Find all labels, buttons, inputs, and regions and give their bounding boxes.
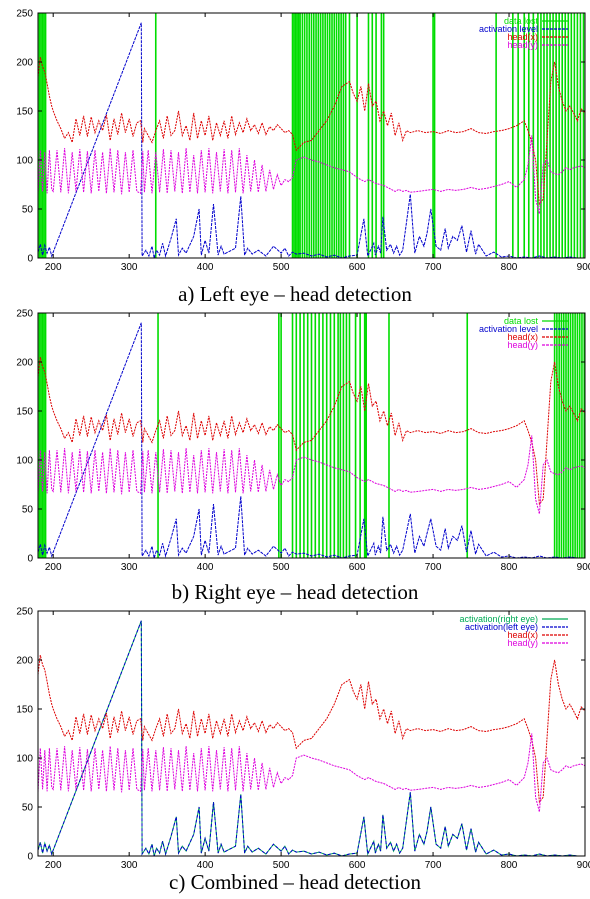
x-tick-label: 900	[577, 262, 590, 273]
y-tick-label: 250	[16, 309, 33, 320]
legend-label-head-x: head(x)	[507, 32, 538, 42]
series-head-y	[38, 135, 585, 215]
plot-frame	[37, 610, 586, 857]
y-tick-label: 100	[16, 156, 33, 167]
y-tick-label: 150	[16, 407, 33, 418]
x-tick-label: 800	[501, 562, 518, 573]
legend-label-activation-level: activation level	[479, 324, 538, 334]
y-tick-label: 250	[16, 607, 33, 618]
series-line-head-x	[38, 56, 585, 206]
x-tick-label: 500	[273, 262, 290, 273]
x-tick-label: 900	[577, 562, 590, 573]
plot-area	[38, 620, 585, 856]
series-head-x	[38, 356, 585, 506]
y-tick-label: 100	[16, 754, 33, 765]
legend-label-activation-right-eye: activation(right eye)	[459, 614, 538, 624]
x-tick-label: 500	[273, 562, 290, 573]
x-tick-label: 600	[349, 860, 366, 871]
x-tick-label: 300	[121, 860, 138, 871]
y-tick-label: 100	[16, 456, 33, 467]
x-tick-label: 900	[577, 860, 590, 871]
legend-label-activation-left-eye: activation(left eye)	[465, 622, 538, 632]
caption-left-eye: a) Left eye – head detection	[178, 282, 412, 306]
y-tick-label: 0	[27, 554, 33, 565]
y-tick-label: 200	[16, 656, 33, 667]
series-activation-left-eye	[38, 620, 585, 856]
series-line-head-y	[38, 135, 585, 215]
x-tick-label: 200	[45, 562, 62, 573]
y-tick-label: 200	[16, 58, 33, 69]
y-tick-label: 150	[16, 107, 33, 118]
series-head-y	[38, 733, 585, 813]
series-line-head-y	[38, 435, 585, 515]
series-line-activation-left-eye	[38, 620, 585, 856]
y-tick-label: 0	[27, 254, 33, 265]
x-tick-label: 600	[349, 262, 366, 273]
y-tick-label: 50	[22, 205, 34, 216]
chart-right-eye: 200 300 400 500 600 700 800 900 0 50 100 150 200 250 d…	[16, 309, 590, 574]
legend-label-activation-level: activation level	[479, 24, 538, 34]
series-head-x	[38, 56, 585, 206]
series-data-lost	[38, 313, 585, 558]
series-line-activation-level	[38, 322, 585, 558]
legend-label-data-lost: data lost	[504, 316, 539, 326]
x-tick-label: 700	[425, 860, 442, 871]
x-tick-label: 400	[197, 262, 214, 273]
series-line-head-y	[38, 733, 585, 813]
x-tick-label: 300	[121, 562, 138, 573]
x-tick-label: 300	[121, 262, 138, 273]
plot-frame	[37, 312, 586, 559]
series-data-lost	[38, 13, 585, 258]
series-head-x	[38, 654, 585, 804]
y-tick-label: 50	[22, 803, 34, 814]
x-tick-label: 800	[501, 860, 518, 871]
series-activation-level	[38, 322, 585, 558]
chart-combined: 200 300 400 500 600 700 800 900 0 50 100 150 200 250 a…	[16, 607, 590, 872]
legend-label-head-y: head(y)	[507, 40, 538, 50]
legend-label-head-x: head(x)	[507, 332, 538, 342]
caption-combined: c) Combined – head detection	[169, 870, 421, 894]
x-tick-label: 800	[501, 262, 518, 273]
y-tick-label: 250	[16, 9, 33, 20]
series-activation-level	[38, 22, 585, 258]
y-tick-label: 200	[16, 358, 33, 369]
x-tick-label: 400	[197, 562, 214, 573]
x-tick-label: 500	[273, 860, 290, 871]
series-line-activation-level	[38, 22, 585, 258]
caption-right-eye: b) Right eye – head detection	[171, 580, 419, 604]
x-tick-label: 600	[349, 562, 366, 573]
legend-label-data-lost: data lost	[504, 16, 539, 26]
plot-area	[38, 13, 585, 258]
legend: activation(right eye)activation(left eye…	[459, 614, 568, 648]
y-tick-label: 150	[16, 705, 33, 716]
series-head-y	[38, 435, 585, 515]
plot-frame	[37, 12, 586, 259]
x-tick-label: 200	[45, 860, 62, 871]
legend-label-head-y: head(y)	[507, 340, 538, 350]
plot-area	[38, 313, 585, 558]
x-tick-label: 700	[425, 562, 442, 573]
y-tick-label: 0	[27, 852, 33, 863]
legend-label-head-x: head(x)	[507, 630, 538, 640]
legend-label-head-y: head(y)	[507, 638, 538, 648]
y-tick-label: 50	[22, 505, 34, 516]
x-tick-label: 700	[425, 262, 442, 273]
series-line-head-x	[38, 654, 585, 804]
x-tick-label: 200	[45, 262, 62, 273]
x-tick-label: 400	[197, 860, 214, 871]
series-line-head-x	[38, 356, 585, 506]
chart-left-eye: 200 300 400 500 600 700 800 900 0 50 100 150 200 250 d…	[16, 9, 590, 274]
